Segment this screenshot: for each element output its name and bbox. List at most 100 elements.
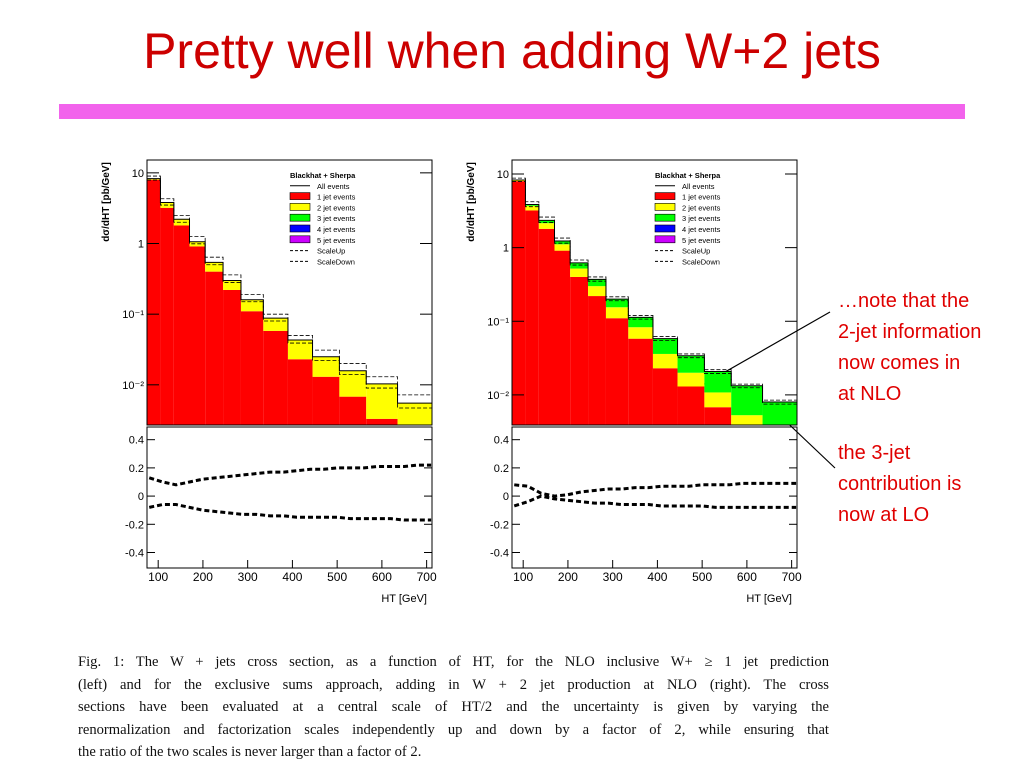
bar-segment [570,276,589,425]
y-tick-label: 1 [503,243,509,255]
legend-label: ScaleUp [682,247,710,256]
annotation-line: 2-jet information [838,321,982,343]
frame [511,426,798,569]
legend-label: 2 jet events [682,203,721,212]
bar-segment [731,415,763,425]
bar-segment [366,418,398,425]
bar-segment [570,268,589,277]
bar-segment [287,340,313,360]
bar-segment [512,181,526,425]
bar-segment [605,318,629,425]
bar-segment [704,392,732,408]
annotation: …note that the 2-jet information now com… [838,286,981,410]
bar-segment [704,371,732,393]
bar-segment [652,338,678,354]
slide-title: Pretty well when adding W+2 jets [143,23,881,79]
x-tick-label: 300 [238,570,258,584]
bar-segment [554,241,571,245]
title-bar [59,104,965,119]
y-tick-label: 0.2 [494,463,509,475]
scale-line [147,175,432,396]
legend-swatch [289,224,311,233]
caption-line: renormalization and factorization scales… [78,721,829,738]
caption-line: the ratio of the two scales is never lar… [78,744,422,761]
frame [511,159,798,426]
annotation-line: at NLO [838,383,902,405]
bar-segment [525,205,539,211]
legend-label: 3 jet events [682,214,721,223]
y-tick-label: -0.4 [125,547,144,559]
bar-segment [240,299,264,312]
legend-swatch [654,203,676,211]
scale-line [147,179,432,409]
legend-swatch [289,192,311,200]
legend-label: All events [682,182,715,191]
y-tick-label: 0 [503,491,509,503]
y-tick-label: 1 [138,239,144,251]
legend-label: ScaleDown [682,257,720,266]
x-tick-label: 400 [282,570,302,584]
x-tick-label: 100 [148,570,168,584]
bar-segment [240,311,264,425]
bar-segment [588,296,606,425]
bar-segment [189,246,206,425]
bar-segment [160,207,174,425]
legend-label: 4 jet events [682,225,721,234]
x-tick-label: 300 [603,570,623,584]
bar-segment [677,372,705,387]
ratio-line [514,481,797,498]
plot-area [148,463,432,522]
bar-segment [731,385,763,416]
y-tick-label: 0 [138,491,144,503]
bar-segment [554,250,571,425]
bar-segment [652,368,678,425]
y-tick-label: 10⁻² [487,390,509,402]
y-tick-label: 10⁻² [122,380,144,392]
y-tick-label: -0.4 [490,547,509,559]
bar-segment [525,204,539,206]
frame [146,159,433,426]
x-axis-label: HT [GeV] [381,593,427,605]
bar-segment [704,407,732,425]
y-tick-label: -0.2 [125,519,144,531]
bar-segment [605,307,629,319]
bar-segment [397,403,432,425]
bar-segment [312,356,340,377]
legend-label: 5 jet events [317,236,356,245]
bar-segment [652,353,678,369]
bar-segment [173,225,190,425]
legend-label: 3 jet events [317,214,356,223]
legend-title: Blackhat + Sherpa [290,171,356,180]
bar-segment [263,318,288,331]
bar-segment [628,327,653,339]
bar-segment [570,262,589,269]
frame [146,426,433,569]
x-tick-label: 200 [193,570,213,584]
bar-segment [525,210,539,425]
x-tick-label: 600 [372,570,392,584]
x-axis-label: HT [GeV] [746,593,792,605]
legend-label: ScaleUp [317,247,345,256]
bar-segment [762,402,797,425]
legend-swatch [289,203,311,211]
bar-segment [677,355,705,373]
caption-line: sections have been evaluated at a centra… [78,699,829,716]
x-tick-label: 400 [647,570,667,584]
legend-swatch [654,224,676,233]
y-tick-label: -0.2 [490,519,509,531]
y-tick-label: 0.4 [129,435,144,447]
annotation-line: …note that the [838,290,970,312]
ratio-line [148,503,432,522]
bar-segment [588,279,606,287]
bar-segment [147,178,161,180]
x-tick-label: 200 [558,570,578,584]
legend-title: Blackhat + Sherpa [655,171,721,180]
plot-area [512,177,797,425]
bar-segment [339,396,367,425]
caption-line: (left) and for the exclusive sums approa… [78,676,829,693]
annotation-line: now comes in [838,352,961,374]
bar-segment [223,280,241,290]
y-tick-label: 0.4 [494,435,509,447]
bar-segment [538,223,555,229]
